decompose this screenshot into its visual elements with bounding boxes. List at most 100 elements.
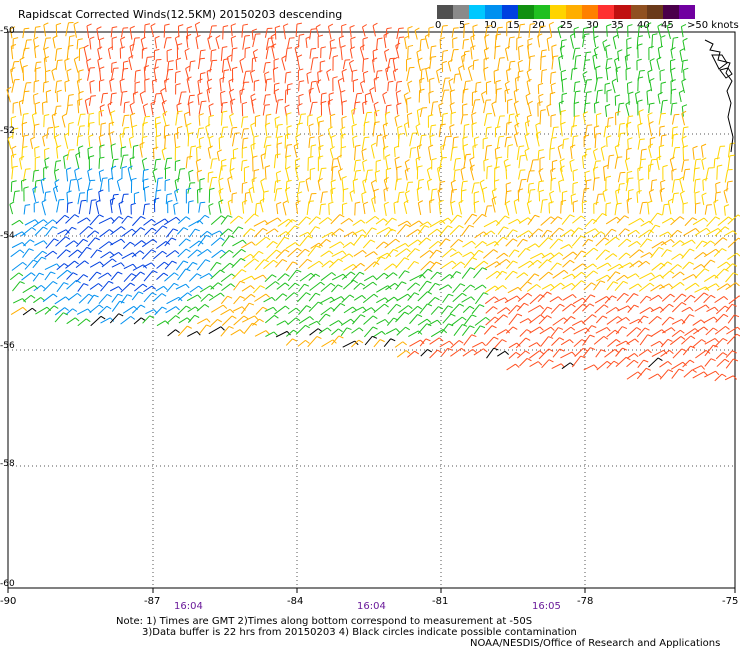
wind-barb-feather: [178, 24, 184, 27]
wind-barb-feather: [315, 273, 321, 277]
wind-barb-feather: [200, 72, 206, 75]
wind-barb: [310, 57, 314, 71]
wind-barb-feather: [164, 218, 169, 223]
wind-barb-feather: [43, 240, 48, 245]
wind-barb-feather: [420, 339, 425, 345]
wind-barb-feather: [152, 168, 158, 172]
wind-barb: [442, 293, 450, 304]
wind-barb: [649, 159, 653, 172]
wind-barb-feather: [144, 23, 151, 26]
wind-barb: [539, 110, 542, 125]
wind-barb-feather: [68, 44, 74, 47]
wind-barb-feather: [9, 201, 15, 205]
wind-barb: [727, 252, 738, 261]
wind-barb: [254, 293, 267, 302]
wind-barb-feather: [74, 317, 80, 322]
wind-barb: [385, 328, 397, 335]
wind-barb-feather: [616, 26, 622, 30]
wind-barb-feather: [11, 153, 17, 157]
wind-barb-feather: [407, 112, 413, 116]
wind-barb: [406, 67, 410, 82]
wind-barb-feather: [617, 316, 623, 321]
wind-barb: [602, 191, 606, 202]
wind-barb: [573, 327, 587, 335]
wind-barb: [483, 325, 493, 335]
wind-barb: [385, 296, 395, 304]
wind-barb: [582, 34, 585, 48]
wind-barb-feather: [497, 26, 503, 29]
wind-barb: [471, 182, 475, 194]
wind-barb-feather: [647, 200, 653, 204]
wind-barb: [507, 286, 519, 294]
wind-barb-feather: [482, 267, 488, 271]
wind-barb-feather: [519, 145, 525, 148]
wind-barb-feather: [526, 357, 532, 362]
wind-barb-feather: [299, 80, 305, 83]
wind-barb: [616, 274, 625, 282]
wind-barb-feather: [506, 190, 512, 193]
wind-barb-feather: [129, 102, 135, 106]
wind-barb: [188, 172, 191, 182]
wind-barb-feather: [569, 259, 575, 264]
wind-barb-feather: [87, 168, 93, 172]
wind-barb: [373, 339, 381, 348]
wind-barb-feather: [689, 306, 694, 312]
wind-barb-feather: [306, 305, 312, 309]
wind-barb: [375, 218, 384, 225]
wind-barb: [429, 201, 431, 214]
wind-barb: [661, 270, 671, 279]
wind-barb: [439, 225, 449, 237]
wind-barb-feather: [570, 316, 576, 320]
wind-barb-feather: [242, 200, 248, 203]
wind-barb-feather: [561, 78, 567, 81]
wind-barb-feather: [512, 326, 518, 330]
wind-barb-feather: [536, 342, 541, 347]
wind-barb-feather: [355, 201, 361, 204]
wind-barb: [605, 46, 608, 59]
colorbar-label: 0: [435, 20, 442, 31]
wind-barb-feather: [249, 302, 255, 306]
wind-barb-feather: [52, 226, 58, 229]
wind-barb: [66, 46, 69, 60]
wind-barb: [362, 59, 365, 73]
wind-barb-feather: [458, 225, 464, 229]
wind-barb-feather: [483, 158, 489, 162]
wind-barb-feather: [538, 168, 544, 172]
wind-barb-feather: [206, 230, 212, 235]
wind-barb: [461, 296, 472, 303]
wind-barb: [24, 259, 34, 270]
wind-barb: [10, 306, 24, 315]
wind-barb: [43, 49, 47, 63]
wind-barb-feather: [634, 353, 639, 358]
wind-barb-feather: [297, 191, 303, 195]
wind-barb-feather: [207, 35, 213, 39]
wind-barb: [469, 167, 475, 181]
wind-barb: [546, 38, 550, 51]
wind-barb-feather: [651, 158, 657, 161]
wind-barb: [516, 272, 525, 279]
wind-barb: [133, 317, 142, 325]
wind-barb: [451, 28, 455, 38]
wind-barb: [694, 304, 706, 312]
wind-barb: [11, 261, 23, 271]
wind-barb-feather: [667, 261, 673, 265]
wind-barb: [22, 28, 25, 39]
wind-barb: [518, 47, 520, 61]
wind-barb-feather: [560, 121, 566, 125]
wind-barb-feather: [737, 326, 740, 331]
wind-barb: [396, 37, 400, 49]
wind-barb-feather: [205, 259, 211, 263]
wind-barb-feather: [560, 69, 567, 73]
wind-barb-feather: [615, 188, 621, 192]
wind-barb-feather: [174, 250, 180, 254]
wind-barb-feather: [408, 44, 414, 48]
wind-barb: [570, 227, 579, 237]
wind-barb-feather: [462, 292, 467, 297]
wind-barb-feather: [144, 203, 150, 205]
wind-barb: [340, 129, 344, 139]
wind-barb: [329, 320, 339, 327]
wind-barb: [640, 220, 650, 227]
wind-barb-feather: [328, 126, 333, 130]
wind-barb-feather: [580, 235, 586, 239]
wind-barb: [704, 370, 716, 378]
